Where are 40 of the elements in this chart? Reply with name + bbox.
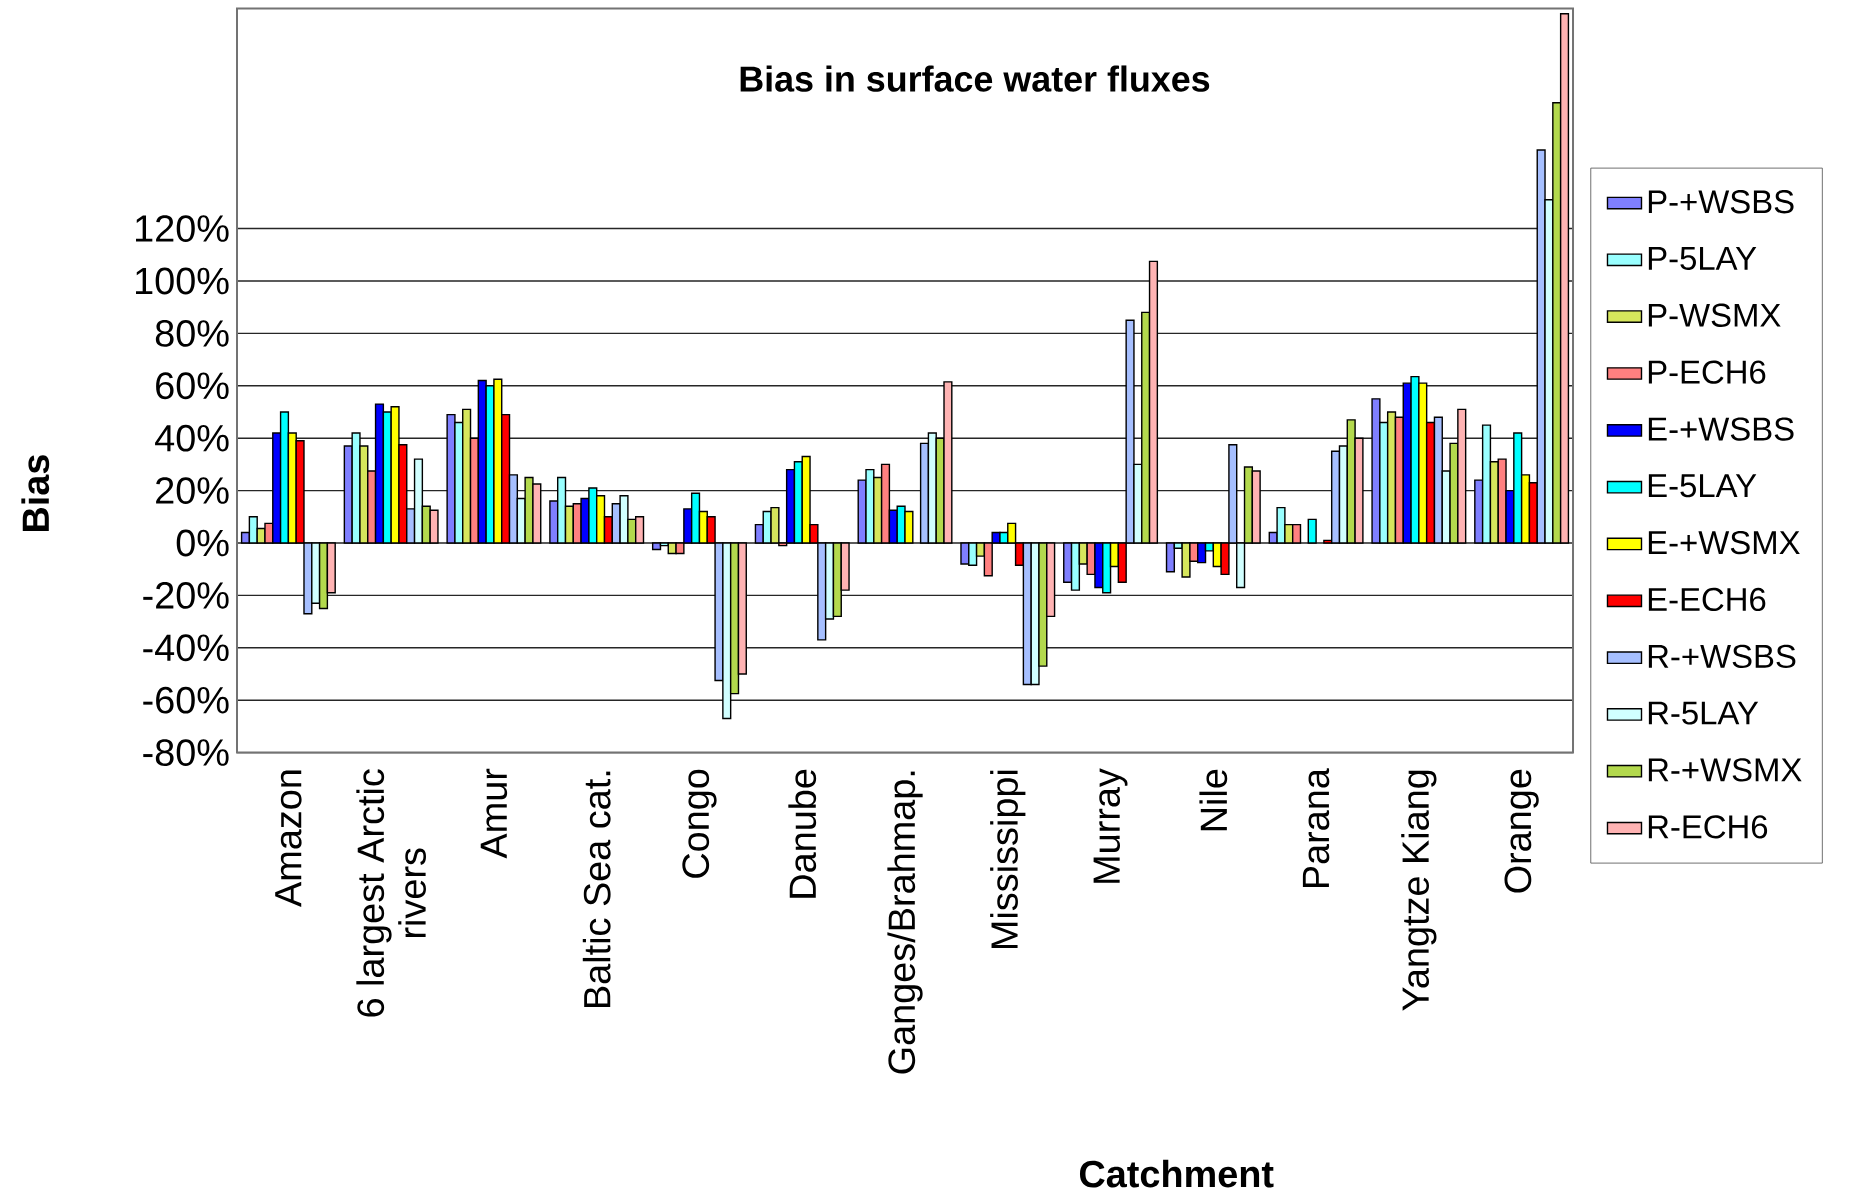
y-axis-title: Bias [21, 455, 50, 532]
legend-label: P-WSMX [1648, 303, 1781, 328]
x-tick-label: Congo [682, 769, 717, 878]
y-tick-label: 20% [156, 477, 229, 505]
x-tick-label: Nile [1199, 770, 1228, 831]
x-tick-label: Danube [788, 770, 817, 898]
legend-label: R-5LAY [1648, 701, 1759, 725]
text: Bias in surface water fluxes [740, 65, 1210, 92]
x-tick-label: Amazon [275, 770, 302, 908]
legend-label: P-5LAY [1648, 247, 1757, 271]
x-tick-label: Parana [1302, 768, 1330, 888]
y-tick-label: -20% [143, 582, 229, 609]
x-tick-label: Yangtze Kiang [1401, 770, 1437, 1011]
legend-label: R-+WSBS [1648, 644, 1796, 669]
legend-label: E-+WSBS [1648, 417, 1794, 441]
x-tick-label: Murray [1093, 768, 1128, 884]
bar [1307, 518, 1317, 544]
x-tick-label: 6 largest Arctic rivers [356, 769, 426, 1017]
y-tick-label: 60% [156, 372, 229, 400]
y-tick-label: 120% [136, 215, 229, 243]
x-tick-label: Mississippi [990, 770, 1026, 949]
legend-label: R-ECH6 [1648, 815, 1768, 839]
x-tick-label: Ganges/Brahmap. [887, 771, 923, 1074]
legend-label: E-5LAY [1648, 474, 1757, 498]
x-axis-title: Catchment [1079, 1159, 1274, 1188]
legend-label: E-ECH6 [1648, 588, 1766, 612]
y-tick-label: 80% [155, 320, 229, 347]
legend-label: P-+WSBS [1648, 190, 1794, 214]
y-tick-label: 100% [136, 267, 229, 295]
y-tick-label: 40% [155, 424, 229, 452]
x-tick-label: Orange [1504, 770, 1539, 893]
y-tick-label: -40% [143, 634, 229, 662]
legend-label: P-ECH6 [1648, 360, 1766, 384]
x-tick-label: Baltic Sea cat. [582, 771, 611, 1008]
legend-label: E-+WSMX [1648, 531, 1800, 555]
legend-label: R-+WSMX [1648, 758, 1802, 782]
y-tick-label: 0% [176, 529, 229, 557]
y-tick-label: -60% [143, 686, 229, 714]
y-tick-label: -80% [143, 739, 229, 767]
x-tick-label: Amur [480, 768, 508, 859]
